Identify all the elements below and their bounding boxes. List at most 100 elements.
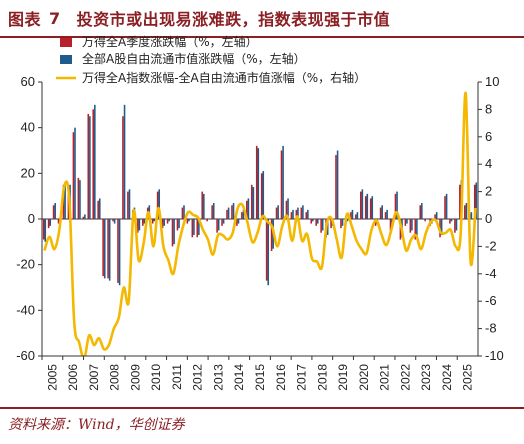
- bar-wind-a-quarterly: [176, 219, 179, 231]
- bar-free-float-mktcap: [158, 189, 161, 219]
- bar-wind-a-quarterly: [127, 191, 129, 219]
- bar-free-float-mktcap: [267, 219, 270, 286]
- bar-wind-a-quarterly: [424, 219, 426, 222]
- bar-free-float-mktcap: [336, 150, 339, 219]
- bar-wind-a-quarterly: [280, 150, 283, 219]
- legend-label-2: 全部A股自由流通市值涨跌幅（%，左轴）: [82, 51, 306, 66]
- bar-free-float-mktcap: [123, 104, 126, 219]
- bar-wind-a-quarterly: [77, 177, 80, 219]
- bar-free-float-mktcap: [411, 219, 413, 231]
- right-tick-label: -6: [485, 293, 497, 308]
- bar-wind-a-quarterly: [246, 200, 248, 219]
- bar-wind-a-quarterly: [350, 212, 352, 219]
- right-tick-label: -8: [485, 321, 497, 336]
- bar-wind-a-quarterly: [459, 184, 461, 219]
- bar-free-float-mktcap: [89, 116, 91, 219]
- bar-free-float-mktcap: [183, 205, 185, 219]
- bar-free-float-mktcap: [74, 127, 76, 219]
- bar-free-float-mktcap: [326, 219, 329, 235]
- bar-free-float-mktcap: [316, 219, 319, 224]
- bar-wind-a-quarterly: [389, 219, 392, 231]
- bar-wind-a-quarterly: [221, 219, 223, 226]
- x-tick-label: 2020: [357, 364, 371, 391]
- bar-wind-a-quarterly: [473, 184, 476, 219]
- bar-free-float-mktcap: [277, 205, 279, 219]
- x-tick-label: 2018: [315, 364, 329, 391]
- bar-wind-a-quarterly: [231, 205, 233, 219]
- bar-wind-a-quarterly: [464, 205, 466, 219]
- bar-wind-a-quarterly: [394, 193, 397, 219]
- bar-free-float-mktcap: [212, 203, 215, 219]
- bar-wind-a-quarterly: [315, 219, 317, 226]
- bar-wind-a-quarterly: [379, 207, 382, 219]
- bar-free-float-mktcap: [302, 205, 304, 219]
- bar-free-float-mktcap: [237, 219, 240, 224]
- left-tick-label: 40: [21, 120, 35, 135]
- bar-free-float-mktcap: [84, 214, 86, 219]
- source-divider: [0, 407, 524, 409]
- bar-free-float-mktcap: [450, 219, 453, 222]
- bar-free-float-mktcap: [98, 198, 101, 219]
- right-tick-label: 4: [485, 156, 492, 171]
- bar-free-float-mktcap: [138, 219, 141, 231]
- bar-wind-a-quarterly: [270, 219, 273, 251]
- bar-wind-a-quarterly: [216, 219, 218, 233]
- bar-wind-a-quarterly: [449, 219, 451, 224]
- right-tick-label: 6: [485, 129, 492, 144]
- bar-free-float-mktcap: [406, 219, 408, 224]
- bar-free-float-mktcap: [247, 198, 250, 219]
- bar-free-float-mktcap: [153, 219, 156, 222]
- legend-swatch-series-1: [60, 38, 72, 47]
- bar-wind-a-quarterly: [335, 155, 337, 219]
- bar-wind-a-quarterly: [97, 200, 99, 219]
- x-tick-label: 2012: [191, 364, 205, 391]
- bar-wind-a-quarterly: [196, 219, 199, 238]
- bar-free-float-mktcap: [227, 207, 230, 219]
- bar-wind-a-quarterly: [87, 113, 90, 219]
- chart-title: 图表 7 投资市或出现易涨难跌，指数表现强于市值: [0, 0, 524, 36]
- bar-free-float-mktcap: [252, 187, 255, 219]
- bar-wind-a-quarterly: [434, 214, 436, 219]
- right-tick-label: -4: [485, 266, 497, 281]
- bar-wind-a-quarterly: [191, 219, 194, 238]
- bar-wind-a-quarterly: [92, 109, 95, 219]
- left-tick-label: -60: [16, 348, 35, 363]
- x-tick-label: 2024: [440, 364, 454, 391]
- bar-wind-a-quarterly: [454, 219, 456, 233]
- line-index-minus-mktcap: [43, 91, 477, 356]
- bar-wind-a-quarterly: [260, 173, 263, 219]
- bar-free-float-mktcap: [257, 148, 260, 219]
- bar-free-float-mktcap: [425, 219, 428, 220]
- x-tick-label: 2015: [253, 364, 267, 391]
- x-tick-label: 2011: [170, 364, 184, 390]
- bar-wind-a-quarterly: [156, 191, 159, 219]
- x-tick-label: 2022: [398, 364, 412, 391]
- bar-wind-a-quarterly: [112, 219, 114, 222]
- legend-swatch-series-2: [60, 55, 72, 64]
- bar-wind-a-quarterly: [305, 212, 308, 219]
- bar-free-float-mktcap: [346, 219, 349, 222]
- bar-free-float-mktcap: [421, 203, 423, 219]
- bar-free-float-mktcap: [79, 180, 81, 219]
- bar-free-float-mktcap: [366, 193, 369, 219]
- bar-wind-a-quarterly: [384, 212, 387, 219]
- bar-wind-a-quarterly: [359, 191, 362, 219]
- x-tick-label: 2013: [211, 364, 225, 391]
- legend: 万得全A季度涨跌幅（%，左轴） 全部A股自由流通市值涨跌幅（%，左轴） 万得全A指数…: [56, 34, 366, 85]
- x-tick-label: 2008: [108, 364, 122, 391]
- title-divider: [0, 36, 524, 38]
- bar-free-float-mktcap: [118, 219, 121, 286]
- bar-wind-a-quarterly: [444, 196, 446, 219]
- bar-free-float-mktcap: [222, 219, 225, 224]
- left-tick-label: -20: [16, 257, 35, 272]
- right-tick-label: 2: [485, 184, 492, 199]
- bar-wind-a-quarterly: [82, 216, 85, 219]
- bar-wind-a-quarterly: [404, 219, 407, 226]
- right-tick-label: -10: [485, 348, 504, 363]
- bar-free-float-mktcap: [173, 219, 175, 245]
- bar-free-float-mktcap: [361, 189, 364, 219]
- bar-free-float-mktcap: [168, 219, 170, 222]
- title-text: 投资市或出现易涨难跌，指数表现强于市值: [76, 10, 391, 29]
- bar-wind-a-quarterly: [374, 219, 377, 226]
- bar-wind-a-quarterly: [141, 219, 144, 226]
